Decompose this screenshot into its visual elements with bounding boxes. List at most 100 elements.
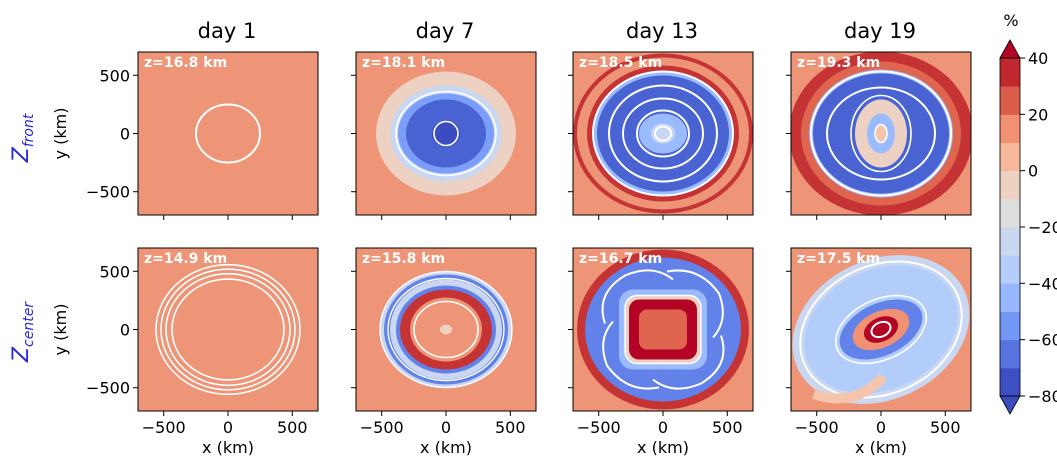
svg-text:Zfront: Zfront: [9, 113, 37, 163]
contour-fill-center-square: [639, 309, 687, 350]
row-label-center: Zcenter: [9, 301, 37, 363]
colorbar-band: [1000, 142, 1020, 172]
colorbar-extend-bottom: [999, 395, 1021, 415]
contour-line: [810, 70, 952, 197]
panel-r1-c1: z=15.8 km: [356, 248, 536, 411]
y-axis-label: y (km): [51, 304, 70, 356]
panel-background: [138, 248, 318, 411]
contour-line: [624, 294, 702, 365]
colorbar-band: [1000, 255, 1020, 284]
contour-line: [395, 90, 497, 177]
colorbar-tick-label: 0: [1028, 162, 1038, 181]
panel-z-label: z=18.1 km: [362, 55, 445, 71]
panel-r1-c0: z=14.9 km: [138, 248, 318, 411]
x-axis-label: x (km): [637, 438, 689, 457]
y-tick-label: 0: [120, 125, 130, 144]
column-title-day-7: day 7: [416, 19, 475, 43]
y-axis-label: y (km): [51, 108, 70, 160]
contour-line: [826, 86, 936, 181]
y-tick-label: 500: [99, 262, 130, 281]
contour-line: [799, 260, 963, 399]
contour-line: [165, 272, 291, 387]
colorbar: 40 20 0 −20 −40 −60 −80: [999, 39, 1057, 415]
x-tick-label: 0: [223, 418, 233, 437]
panel-r1-c2: z=16.7 km: [573, 248, 753, 411]
contour-line: [870, 320, 892, 339]
y-tick-label: −500: [86, 379, 130, 398]
panel-r1-c3: z=17.5 km: [791, 248, 971, 411]
colorbar-band: [1000, 58, 1020, 87]
x-tick-label: 500: [930, 418, 961, 437]
colorbar-tick-label: 40: [1028, 49, 1048, 68]
colorbar-band: [1000, 227, 1020, 256]
column-title-day-19: day 19: [844, 19, 916, 43]
colorbar-extend-top: [999, 39, 1021, 59]
x-tick-label: 500: [712, 418, 743, 437]
contour-fill-red: [863, 316, 899, 343]
contour-line: [874, 123, 888, 144]
colorbar-tick-label: 20: [1028, 105, 1048, 124]
contour-line: [387, 277, 505, 382]
x-tick-label: −500: [360, 418, 404, 437]
contour-group: [792, 248, 970, 404]
panel-z-label: z=14.9 km: [144, 251, 227, 267]
panel-z-label: z=17.5 km: [797, 251, 880, 267]
panel-z-label: z=19.3 km: [797, 55, 880, 71]
contour-fill-center: [875, 125, 887, 142]
x-tick-label: −500: [142, 418, 186, 437]
colorbar-band: [1000, 283, 1020, 312]
colorbar-unit: %: [1003, 11, 1018, 30]
panel-z-label: z=16.7 km: [579, 251, 662, 267]
colorbar-band: [1000, 198, 1020, 228]
x-tick-label: −500: [577, 418, 621, 437]
panel-z-label: z=15.8 km: [362, 251, 445, 267]
panel-r0-c2: z=18.5 km: [573, 52, 753, 215]
contour-line: [834, 294, 928, 365]
colorbar-tick-label: −60: [1028, 331, 1057, 350]
x-tick-label: 0: [441, 418, 451, 437]
colorbar-band: [1000, 170, 1020, 200]
panel-z-label: z=18.5 km: [579, 55, 662, 71]
contour-line: [195, 103, 261, 164]
colorbar-band: [1000, 339, 1020, 369]
contour-line: [592, 70, 734, 197]
colorbar-tick-label: −40: [1028, 274, 1057, 293]
contour-line: [636, 109, 690, 158]
contour-line: [601, 269, 725, 390]
x-tick-label: 500: [495, 418, 526, 437]
contour-line: [379, 270, 513, 389]
colorbar-band: [1000, 311, 1020, 341]
y-tick-label: 0: [120, 321, 130, 340]
colorbar-tick-label: −20: [1028, 218, 1057, 237]
y-tick-label: −500: [86, 183, 130, 202]
contour-line: [160, 268, 296, 391]
column-title-day-13: day 13: [626, 19, 698, 43]
y-tick-label: 500: [99, 66, 130, 85]
svg-text:Zcenter: Zcenter: [9, 301, 37, 363]
contour-line: [155, 263, 301, 396]
colorbar-band: [1000, 114, 1020, 143]
x-tick-label: 500: [277, 418, 308, 437]
x-tick-label: 0: [658, 418, 668, 437]
panel-r0-c0: z=16.8 km: [138, 52, 318, 215]
contour-line: [622, 97, 704, 170]
panel-r0-c3: z=19.3 km: [791, 52, 971, 215]
contour-line: [413, 300, 479, 359]
colorbar-tick-label: −80: [1028, 387, 1057, 406]
panel-r0-c1: z=18.1 km: [356, 52, 536, 215]
contour-fill-warm-lobe: [812, 248, 952, 404]
colorbar-band: [1000, 367, 1020, 397]
x-tick-label: 0: [876, 418, 886, 437]
panel-z-label: z=16.8 km: [144, 55, 227, 71]
contour-line: [171, 278, 285, 381]
contour-line: [850, 94, 912, 173]
x-tick-label: −500: [795, 418, 839, 437]
x-axis-label: x (km): [202, 438, 254, 457]
contour-line: [608, 84, 718, 183]
row-label-front: Zfront: [9, 113, 37, 163]
contour-fill-core: [432, 120, 460, 147]
contour-line: [433, 120, 459, 147]
x-axis-label: x (km): [420, 438, 472, 457]
contour-fill-center-dot: [440, 324, 452, 335]
